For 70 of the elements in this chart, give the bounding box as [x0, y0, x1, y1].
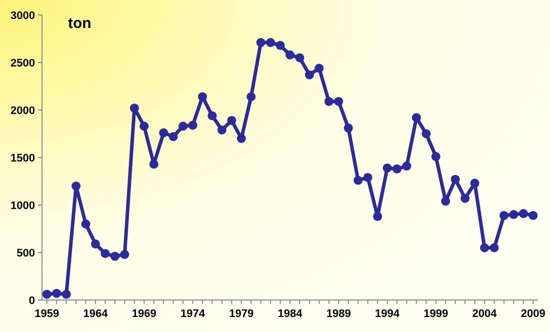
y-axis-title: ton — [68, 15, 92, 32]
point — [304, 70, 314, 80]
x-tick-label: 1964 — [83, 308, 109, 320]
point — [402, 162, 412, 171]
point — [72, 182, 81, 190]
point — [227, 116, 236, 125]
point — [236, 134, 246, 143]
point — [62, 290, 71, 299]
y-tick-label: 500 — [16, 247, 35, 260]
x-tick-label: 1984 — [278, 308, 304, 320]
point — [149, 160, 158, 169]
point — [90, 239, 100, 248]
x-tick-label: 1994 — [375, 308, 400, 320]
point — [450, 174, 460, 184]
point — [441, 196, 450, 206]
y-tick-label: 0 — [28, 294, 35, 307]
x-tick-label: 1989 — [326, 308, 351, 320]
point — [499, 210, 508, 220]
point — [470, 178, 480, 188]
point — [460, 194, 470, 203]
point — [81, 220, 90, 228]
point — [518, 209, 528, 218]
point — [256, 38, 266, 48]
point — [198, 92, 207, 102]
point — [363, 172, 372, 182]
point — [276, 40, 285, 50]
y-tick-label: 1000 — [10, 200, 35, 212]
point — [217, 125, 226, 134]
point — [354, 176, 363, 185]
y-tick-label: 3000 — [10, 10, 35, 22]
point — [159, 128, 168, 138]
point — [52, 288, 62, 298]
point — [168, 132, 178, 142]
y-tick-label: 2000 — [10, 104, 35, 117]
point — [120, 250, 130, 259]
point — [373, 212, 382, 221]
point — [100, 248, 110, 258]
x-tick-label: 2009 — [520, 308, 546, 320]
point — [392, 164, 402, 174]
point — [208, 111, 217, 120]
point — [431, 152, 440, 162]
y-tick-label: 1500 — [10, 152, 35, 164]
point — [188, 120, 198, 130]
point — [334, 96, 344, 106]
point — [509, 210, 518, 219]
x-tick-label: 1969 — [132, 308, 156, 320]
point — [286, 50, 294, 60]
point — [528, 210, 538, 220]
point — [110, 252, 120, 261]
point — [140, 122, 149, 131]
point — [412, 113, 421, 122]
y-tick-label: 2500 — [10, 57, 35, 70]
point — [130, 104, 139, 113]
point — [295, 53, 304, 62]
point — [246, 92, 256, 102]
point — [314, 64, 324, 73]
point — [324, 96, 334, 106]
x-tick-label: 1999 — [424, 308, 448, 320]
point — [266, 38, 276, 48]
x-tick-label: 1974 — [180, 308, 206, 320]
point — [344, 124, 353, 133]
point — [42, 290, 52, 299]
x-tick-label: 1979 — [229, 308, 254, 320]
point — [178, 122, 188, 131]
point — [382, 163, 392, 172]
point — [422, 129, 431, 138]
x-tick-label: 1959 — [34, 308, 60, 320]
point — [490, 243, 499, 252]
x-tick-label: 2004 — [472, 308, 498, 320]
point — [480, 243, 490, 252]
